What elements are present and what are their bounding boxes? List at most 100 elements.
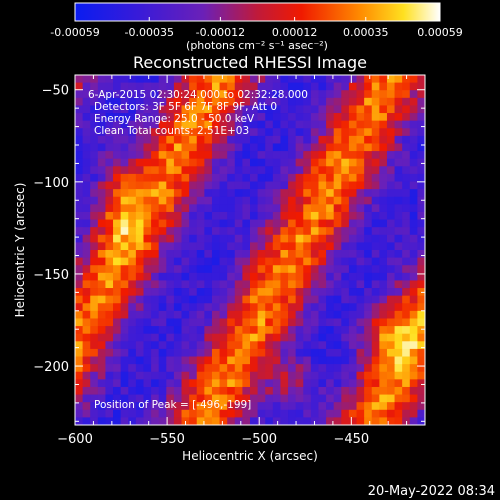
heatmap-cell	[341, 120, 350, 129]
heatmap-cell	[417, 113, 425, 122]
heatmap-cell	[303, 166, 312, 175]
heatmap-cell	[196, 379, 205, 388]
heatmap-cell	[113, 234, 122, 243]
heatmap-cell	[288, 348, 297, 357]
heatmap-cell	[265, 356, 274, 365]
heatmap-cell	[128, 227, 137, 236]
heatmap-cell	[128, 348, 137, 357]
heatmap-cell	[90, 120, 99, 129]
heatmap-cell	[326, 227, 335, 236]
heatmap-cell	[82, 318, 91, 327]
heatmap-cell	[295, 356, 304, 365]
heatmap-cell	[326, 386, 335, 395]
heatmap-cell	[417, 234, 425, 243]
heatmap-cell	[113, 394, 122, 403]
heatmap-cell	[257, 265, 266, 274]
heatmap-cell	[318, 128, 327, 137]
heatmap-cell	[211, 310, 220, 319]
heatmap-cell	[250, 318, 259, 327]
heatmap-cell	[303, 257, 312, 266]
heatmap-cell	[417, 356, 425, 365]
heatmap-cell	[386, 219, 395, 228]
heatmap-cell	[227, 310, 236, 319]
heatmap-cell	[409, 326, 418, 335]
heatmap-cell	[364, 333, 373, 342]
heatmap-cell	[181, 409, 190, 418]
heatmap-cell	[219, 371, 228, 380]
heatmap-cell	[82, 151, 91, 160]
heatmap-cell	[341, 333, 350, 342]
heatmap-cell	[120, 227, 129, 236]
heatmap-cell	[189, 158, 198, 167]
heatmap-cell	[97, 333, 106, 342]
heatmap-cell	[234, 288, 243, 297]
heatmap-cell	[295, 196, 304, 205]
heatmap-cell	[242, 158, 251, 167]
heatmap-cell	[348, 386, 357, 395]
heatmap-cell	[181, 295, 190, 304]
heatmap-cell	[189, 310, 198, 319]
heatmap-cell	[394, 295, 403, 304]
heatmap-cell	[97, 310, 106, 319]
heatmap-cell	[318, 82, 327, 91]
heatmap-cell	[272, 105, 281, 114]
heatmap-cell	[280, 280, 289, 289]
heatmap-cell	[234, 227, 243, 236]
colorbar-tick-label: 0.00012	[272, 26, 318, 39]
annotation-energy-range: Energy Range: 25.0 - 50.0 keV	[94, 113, 255, 125]
heatmap-cell	[402, 295, 411, 304]
heatmap-cell	[97, 257, 106, 266]
heatmap-cell	[158, 326, 167, 335]
heatmap-cell	[326, 318, 335, 327]
heatmap-cell	[120, 318, 129, 327]
heatmap-cell	[250, 181, 259, 190]
heatmap-cell	[227, 280, 236, 289]
heatmap-cell	[265, 120, 274, 129]
heatmap-cell	[135, 234, 144, 243]
heatmap-cell	[135, 409, 144, 418]
heatmap-cell	[348, 394, 357, 403]
heatmap-cell	[189, 204, 198, 213]
heatmap-cell	[166, 265, 175, 274]
heatmap-cell	[135, 257, 144, 266]
heatmap-cell	[318, 310, 327, 319]
heatmap-cell	[196, 227, 205, 236]
heatmap-cell	[394, 280, 403, 289]
heatmap-cell	[386, 409, 395, 418]
heatmap-cell	[105, 272, 114, 281]
heatmap-cell	[120, 75, 129, 84]
heatmap-cell	[409, 333, 418, 342]
heatmap-cell	[371, 204, 380, 213]
heatmap-cell	[326, 272, 335, 281]
heatmap-cell	[211, 196, 220, 205]
heatmap-cell	[303, 250, 312, 259]
heatmap-cell	[318, 257, 327, 266]
heatmap-cell	[234, 135, 243, 144]
heatmap-cell	[196, 173, 205, 182]
heatmap-cell	[143, 341, 152, 350]
heatmap-cell	[310, 143, 319, 152]
heatmap-cell	[280, 257, 289, 266]
heatmap-cell	[417, 173, 425, 182]
heatmap-cell	[326, 250, 335, 259]
heatmap-cell	[234, 318, 243, 327]
heatmap-cell	[348, 242, 357, 251]
heatmap-cell	[166, 75, 175, 84]
heatmap-cell	[204, 242, 213, 251]
heatmap-cell	[219, 288, 228, 297]
heatmap-cell	[166, 356, 175, 365]
heatmap-cell	[348, 105, 357, 114]
heatmap-cell	[318, 204, 327, 213]
heatmap-cell	[265, 158, 274, 167]
heatmap-cell	[97, 234, 106, 243]
heatmap-cell	[113, 250, 122, 259]
heatmap-cell	[151, 120, 160, 129]
heatmap-cell	[82, 173, 91, 182]
heatmap-cell	[234, 364, 243, 373]
heatmap-cell	[295, 82, 304, 91]
heatmap-cell	[113, 326, 122, 335]
heatmap-cell	[219, 75, 228, 84]
heatmap-cell	[135, 265, 144, 274]
heatmap-cell	[356, 97, 365, 106]
heatmap-cell	[158, 158, 167, 167]
